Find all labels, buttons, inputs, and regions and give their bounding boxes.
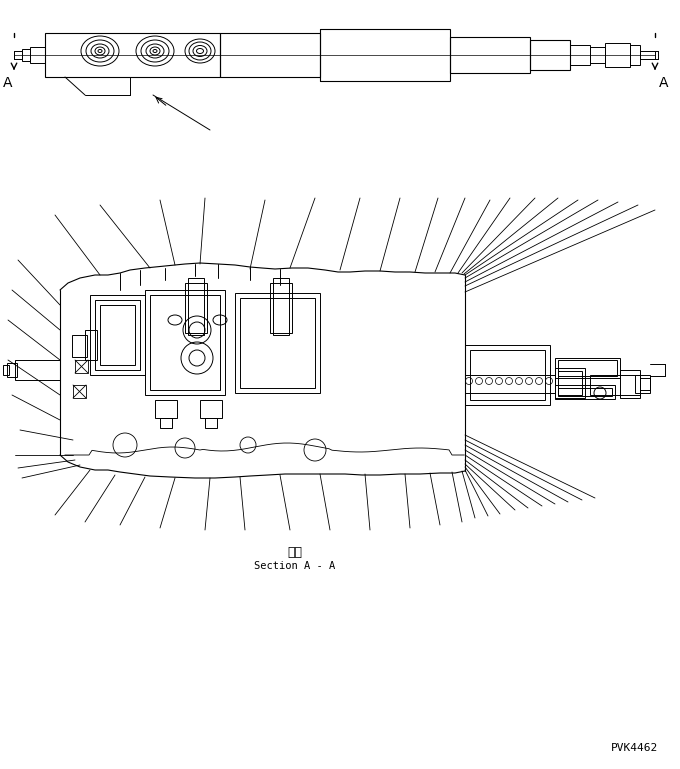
Bar [558, 360, 617, 376]
Text: A: A [3, 76, 13, 90]
Text: A: A [659, 76, 668, 90]
Bar [75, 360, 88, 373]
Bar [558, 388, 612, 396]
Bar [630, 45, 640, 65]
Bar [555, 358, 620, 378]
Bar [200, 400, 222, 418]
Bar [450, 37, 530, 73]
Bar [72, 335, 87, 357]
Bar [590, 375, 640, 395]
Bar [570, 45, 590, 65]
Bar [590, 47, 605, 63]
Bar [30, 47, 45, 63]
Bar [15, 360, 60, 380]
Bar [635, 375, 650, 393]
Bar [530, 40, 570, 70]
Bar [14, 51, 22, 59]
Bar [3, 365, 9, 375]
Bar [320, 29, 450, 81]
Bar [45, 33, 220, 77]
Bar [470, 350, 545, 400]
Bar [100, 305, 135, 365]
Bar [205, 418, 217, 428]
Bar [188, 278, 204, 335]
Text: Section A - A: Section A - A [254, 561, 336, 571]
Bar [90, 295, 145, 375]
Bar [555, 368, 585, 398]
Bar [185, 283, 207, 333]
Bar [270, 283, 292, 333]
Bar [95, 300, 140, 370]
Bar [273, 278, 289, 335]
Bar [73, 385, 86, 398]
Bar [558, 371, 582, 395]
Bar [620, 370, 640, 398]
Bar [85, 330, 97, 360]
Text: 断面: 断面 [288, 547, 303, 560]
Bar [640, 378, 650, 390]
Bar [7, 363, 17, 377]
Bar [155, 400, 177, 418]
Bar [605, 43, 630, 67]
Bar [465, 375, 555, 393]
Bar [240, 298, 315, 388]
Bar [22, 49, 30, 61]
Bar [220, 33, 320, 77]
Bar [640, 51, 655, 59]
Text: PVK4462: PVK4462 [611, 743, 658, 753]
Bar [145, 290, 225, 395]
Bar [555, 385, 615, 399]
Bar [150, 295, 220, 390]
Bar [160, 418, 172, 428]
Bar [465, 345, 550, 405]
Bar [235, 293, 320, 393]
